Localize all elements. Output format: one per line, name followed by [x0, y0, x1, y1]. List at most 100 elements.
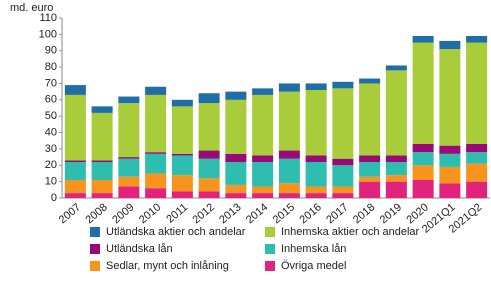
bar-segment	[305, 186, 327, 194]
y-tick-label: 110	[39, 12, 57, 24]
bar-segment	[466, 163, 488, 182]
bar-segment	[412, 165, 434, 180]
bar-segment	[91, 180, 113, 194]
bar-segment	[145, 188, 167, 198]
legend-swatch	[90, 227, 100, 237]
bar-segment	[145, 94, 167, 153]
y-tick-label: 60	[45, 94, 57, 106]
x-tick-label: 2013	[217, 201, 243, 226]
bar-segment	[466, 36, 488, 43]
bar-segment	[412, 36, 434, 43]
bar-segment	[385, 175, 407, 182]
legend-label: Sedlar, mynt och inlåning	[106, 260, 229, 272]
bar-segment	[278, 158, 300, 184]
bar-segment	[278, 150, 300, 159]
bar-segment	[118, 176, 140, 187]
bar-segment	[439, 145, 461, 154]
bar-segment	[305, 193, 327, 198]
bar-segment	[64, 160, 86, 162]
bar-segment	[118, 103, 140, 158]
legend-label: Utländska aktier och andelar	[106, 226, 246, 238]
bar-segment	[198, 191, 220, 198]
bar-segment	[198, 158, 220, 179]
bar-segment	[305, 90, 327, 156]
bar-segment	[171, 153, 193, 156]
bar-segment	[359, 162, 381, 177]
legend-label: Inhemska aktier och andelar	[281, 226, 420, 238]
legend-swatch	[90, 244, 100, 254]
legend-label: Inhemska lån	[281, 243, 346, 255]
bar-segment	[412, 152, 434, 166]
bar-segment	[91, 160, 113, 162]
bar-segment	[412, 144, 434, 153]
bar-segment	[225, 162, 247, 185]
bar-segment	[225, 193, 247, 198]
bar-segment	[359, 83, 381, 156]
bar-segment	[91, 106, 113, 113]
bar-segment	[332, 158, 354, 166]
y-tick-label: 10	[45, 176, 57, 188]
bar-segment	[118, 158, 140, 177]
bar-segment	[359, 78, 381, 84]
x-tick-label: 2008	[83, 201, 109, 226]
bar-segment	[252, 162, 274, 187]
bar-segment	[439, 49, 461, 146]
bar-segment	[332, 193, 354, 198]
x-tick-label: 2019	[378, 201, 404, 226]
bar-segment	[171, 99, 193, 107]
bar-segment	[198, 103, 220, 151]
legend-swatch	[90, 261, 100, 271]
bar-segment	[385, 155, 407, 162]
bar-segment	[252, 186, 274, 194]
bar-segment	[145, 86, 167, 95]
bar-segment	[466, 181, 488, 198]
bar-segment	[225, 153, 247, 162]
bar-segment	[466, 42, 488, 144]
bar-segment	[198, 178, 220, 192]
bar-segment	[91, 193, 113, 198]
y-axis-label: md. euro	[10, 2, 53, 14]
x-tick-label: 2010	[137, 201, 163, 226]
bar-segment	[145, 152, 167, 154]
bar-segment	[145, 153, 167, 174]
y-tick-label: 0	[51, 192, 57, 204]
y-tick-label: 90	[45, 45, 57, 57]
bar-segment	[64, 94, 86, 161]
bar-segment	[466, 144, 488, 153]
bar-segment	[385, 65, 407, 71]
bar-segment	[385, 70, 407, 156]
bar-segment	[332, 81, 354, 89]
x-tick-label: 2018	[351, 201, 377, 226]
bar-segment	[64, 162, 86, 180]
bar-segment	[64, 85, 86, 95]
bar-segment	[118, 186, 140, 198]
bar-segment	[278, 193, 300, 198]
bar-segment	[385, 181, 407, 198]
bar-segment	[359, 155, 381, 162]
x-tick-label: 2017	[324, 201, 350, 226]
bar-segment	[252, 193, 274, 198]
bar-segment	[198, 93, 220, 104]
bar-segment	[466, 152, 488, 164]
x-tick-label: 2014	[244, 201, 270, 226]
y-tick-label: 40	[45, 126, 57, 138]
x-tick-label: 2012	[190, 201, 216, 226]
bar-segment	[439, 166, 461, 184]
bar-segment	[359, 176, 381, 182]
bar-segment	[439, 183, 461, 198]
legend-label: Övriga medel	[281, 260, 346, 272]
bar-segment	[252, 155, 274, 162]
bar-segment	[332, 88, 354, 159]
bar-segment	[305, 162, 327, 187]
x-tick-label: 2011	[164, 201, 190, 225]
legend-swatch	[265, 244, 275, 254]
bar-segment	[198, 150, 220, 159]
bar-segment	[171, 106, 193, 154]
bar-segment	[252, 94, 274, 156]
x-tick-label: 2016	[297, 201, 323, 226]
bar-segment	[118, 96, 140, 104]
bar-segment	[385, 162, 407, 176]
legend-swatch	[265, 227, 275, 237]
bar-segment	[171, 175, 193, 192]
bar-segment	[278, 83, 300, 92]
